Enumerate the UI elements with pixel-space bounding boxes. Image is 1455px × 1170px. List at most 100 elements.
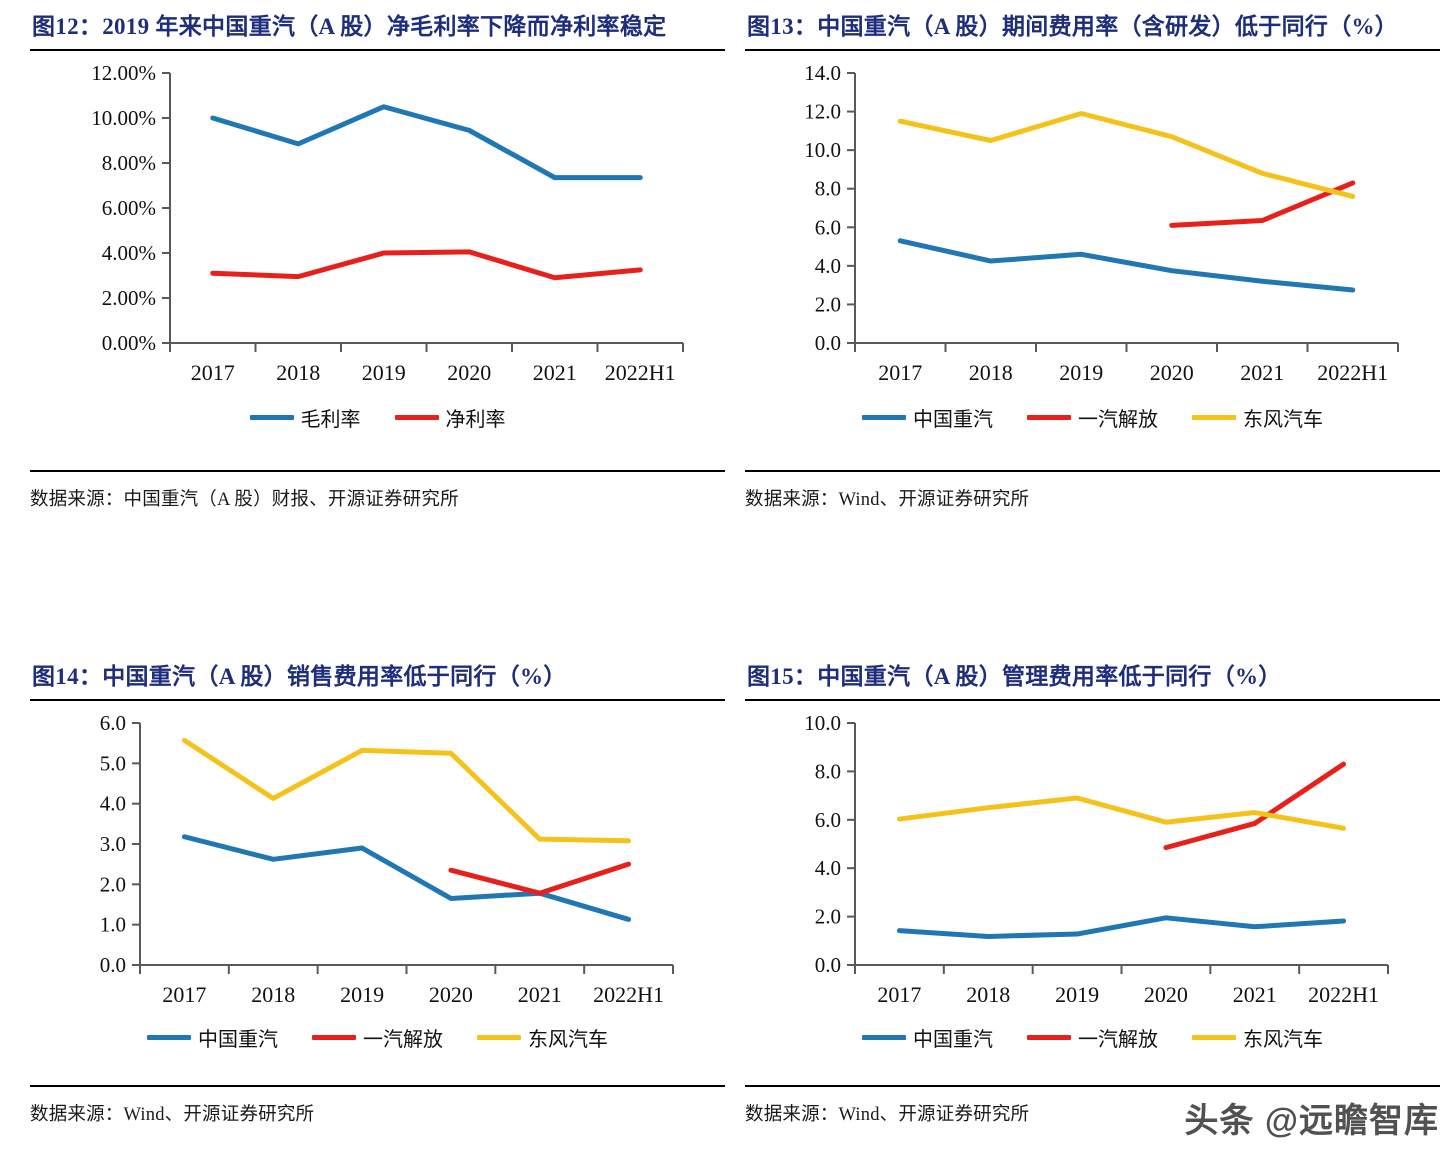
figure-panel-fig13: 图13：中国重汽（A 股）期间费用率（含研发）低于同行（%） 0.0 2.0 4.0…: [745, 8, 1440, 511]
title-divider: [745, 49, 1440, 51]
x-axis-tick-label: 2019: [340, 982, 384, 1007]
legend-item[interactable]: 净利率: [394, 403, 506, 432]
legend-color-swatch: [1192, 415, 1236, 420]
x-axis-tick-label: 2021: [533, 360, 577, 385]
legend-color-swatch: [147, 1035, 191, 1040]
x-axis-tick-label: 2019: [362, 360, 406, 385]
series-line: [1163, 761, 1347, 851]
y-axis-tick-label: 1.0: [100, 913, 126, 937]
legend-item[interactable]: 一汽解放: [1027, 403, 1158, 432]
chart-fig12: 0.00% 2.00% 4.00% 6.00% 8.00% 10.00% 12.00% 201…: [30, 51, 725, 401]
legend-item[interactable]: 东风汽车: [477, 1023, 608, 1052]
data-source: 数据来源：中国重汽（A 股）财报、开源证券研究所: [30, 490, 459, 510]
chart-legend-fig14: 中国重汽 一汽解放 东风汽车: [30, 1023, 725, 1052]
y-axis-tick-label: 0.0: [815, 953, 841, 977]
x-axis-tick-label: 2017: [877, 982, 921, 1007]
data-source: 数据来源：Wind、开源证券研究所: [30, 1105, 315, 1125]
series-line: [896, 795, 1347, 831]
y-axis-tick-label: 6.00%: [102, 196, 156, 220]
x-axis-tick-label: 2020: [447, 360, 491, 385]
chart-legend-fig13: 中国重汽 一汽解放 东风汽车: [745, 403, 1440, 432]
legend-color-swatch: [394, 415, 439, 420]
legend-label: 一汽解放: [1078, 409, 1158, 431]
chart-svg-fig14: 0.0 1.0 2.0 3.0 4.0 5.0 6.0 2017 2018 2019 2020 202…: [100, 711, 674, 1007]
chart-fig14: 0.0 1.0 2.0 3.0 4.0 5.0 6.0 2017 2018 2019 2020 202…: [30, 701, 725, 1021]
series-line: [896, 915, 1347, 939]
legend-label: 中国重汽: [913, 409, 993, 431]
x-axis-tick-label: 2018: [966, 982, 1010, 1007]
figure-title: 图14：中国重汽（A 股）销售费用率低于同行（%）: [32, 664, 567, 689]
legend-label: 东风汽车: [528, 1029, 608, 1051]
title-divider: [30, 49, 725, 51]
y-axis-tick-label: 10.00%: [91, 106, 156, 130]
legend-color-swatch: [1192, 1035, 1236, 1040]
chart-svg-fig12: 0.00% 2.00% 4.00% 6.00% 8.00% 10.00% 12.00% 201…: [91, 61, 684, 385]
figure-panel-fig15: 图15：中国重汽（A 股）管理费用率低于同行（%） 0.0 2.0 4.0 6.0 8.…: [745, 658, 1440, 1126]
y-axis-tick-label: 0.0: [815, 331, 841, 355]
y-axis-tick-label: 4.00%: [102, 241, 156, 265]
x-axis-tick-label: 2019: [1055, 982, 1099, 1007]
legend-color-swatch: [1027, 415, 1071, 420]
y-axis-tick-label: 2.0: [100, 872, 126, 896]
y-axis-tick-label: 10.0: [804, 138, 841, 162]
legend-label: 中国重汽: [913, 1029, 993, 1051]
x-axis-tick-label: 2021: [1240, 360, 1284, 385]
legend-item[interactable]: 毛利率: [249, 403, 361, 432]
legend-color-swatch: [477, 1035, 521, 1040]
chart-svg-fig13: 0.0 2.0 4.0 6.0 8.0 10.0 12.0 14.0 2017 2018 2019 2…: [804, 61, 1399, 385]
x-axis-tick-label: 2021: [518, 982, 562, 1007]
source-divider: [30, 1085, 725, 1087]
series-line: [210, 104, 643, 181]
y-axis-tick-label: 5.0: [100, 751, 126, 775]
legend-item[interactable]: 中国重汽: [862, 1023, 993, 1052]
y-axis-tick-label: 6.0: [815, 215, 841, 239]
x-axis-tick-label: 2017: [191, 360, 235, 385]
legend-item[interactable]: 一汽解放: [312, 1023, 443, 1052]
x-axis-tick-label: 2022H1: [593, 982, 664, 1007]
source-divider: [745, 1085, 1440, 1087]
legend-label: 东风汽车: [1243, 1029, 1323, 1051]
legend-item[interactable]: 中国重汽: [862, 403, 993, 432]
data-source: 数据来源：Wind、开源证券研究所: [745, 490, 1030, 510]
series-line: [448, 861, 632, 896]
legend-color-swatch: [862, 1035, 906, 1040]
legend-label: 一汽解放: [363, 1029, 443, 1051]
y-axis-tick-label: 8.00%: [102, 151, 156, 175]
legend-item[interactable]: 东风汽车: [1192, 1023, 1323, 1052]
chart-fig15: 0.0 2.0 4.0 6.0 8.0 10.0 2017 2018 2019 2020 2021 2…: [745, 701, 1440, 1021]
chart-legend-fig12: 毛利率 净利率: [30, 403, 725, 432]
legend-item[interactable]: 一汽解放: [1027, 1023, 1158, 1052]
x-axis-tick-label: 2017: [162, 982, 206, 1007]
y-axis-tick-label: 4.0: [815, 254, 841, 278]
x-axis-tick-label: 2021: [1233, 982, 1277, 1007]
title-divider: [745, 699, 1440, 701]
series-line: [210, 249, 643, 281]
series-line: [897, 238, 1356, 293]
x-axis-tick-label: 2020: [1144, 982, 1188, 1007]
y-axis-tick-label: 3.0: [100, 832, 126, 856]
x-axis-tick-label: 2022H1: [605, 360, 676, 385]
y-axis-tick-label: 6.0: [100, 711, 126, 735]
legend-label: 毛利率: [300, 409, 361, 431]
legend-item[interactable]: 中国重汽: [147, 1023, 278, 1052]
legend-item[interactable]: 东风汽车: [1192, 403, 1323, 432]
y-axis-tick-label: 4.0: [100, 792, 126, 816]
x-axis-tick-label: 2018: [969, 360, 1013, 385]
x-axis-tick-label: 2018: [276, 360, 320, 385]
y-axis-tick-label: 0.0: [100, 953, 126, 977]
x-axis-tick-label: 2017: [878, 360, 922, 385]
y-axis-tick-label: 4.0: [815, 856, 841, 880]
x-axis-tick-label: 2018: [251, 982, 295, 1007]
legend-label: 中国重汽: [198, 1029, 278, 1051]
y-axis-tick-label: 2.00%: [102, 286, 156, 310]
legend-color-swatch: [1027, 1035, 1071, 1040]
legend-label: 东风汽车: [1243, 409, 1323, 431]
y-axis-tick-label: 12.00%: [91, 61, 156, 85]
y-axis-tick-label: 8.0: [815, 177, 841, 201]
chart-fig13: 0.0 2.0 4.0 6.0 8.0 10.0 12.0 14.0 2017 2018 2019 2…: [745, 51, 1440, 401]
figure-title: 图12：2019 年来中国重汽（A 股）净毛利率下降而净利率稳定: [32, 14, 667, 39]
x-axis-tick-label: 2020: [1150, 360, 1194, 385]
source-divider: [745, 470, 1440, 472]
x-axis-tick-label: 2020: [429, 982, 473, 1007]
